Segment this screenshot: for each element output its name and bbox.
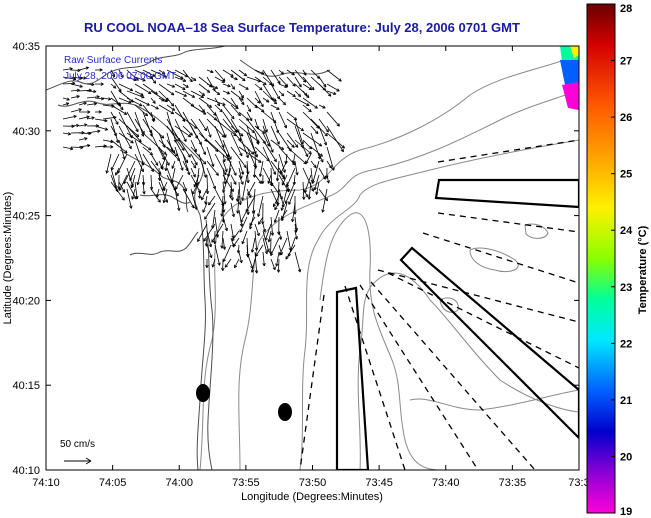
colorbar-tick-label: 25	[620, 169, 632, 181]
x-tick-label: 73:35	[499, 477, 527, 489]
study-polygons	[335, 178, 579, 470]
polygon-southeast	[399, 246, 579, 440]
colorbar-tick-label: 26	[620, 112, 632, 124]
y-tick-label: 40:35	[12, 41, 40, 53]
colorbar-ticks: 28 27 26 25 24 23 22 21 20 19	[611, 3, 633, 518]
x-tick-label: 73:3	[568, 477, 589, 489]
map-area	[46, 46, 579, 470]
y-axis-label: Latitude (Degrees:Minutes)	[2, 192, 14, 325]
x-tick-label: 73:55	[232, 477, 260, 489]
temperature-colorbar	[586, 3, 616, 514]
x-tick-label: 74:10	[32, 477, 60, 489]
transect-lines	[299, 139, 579, 470]
x-axis-tick-labels: 74:10 74:05 74:00 73:55 73:50 73:45 73:40 73:35…	[32, 477, 589, 489]
x-axis-ticks	[45, 46, 580, 470]
colorbar-tick-label: 21	[620, 395, 632, 407]
scale-arrow-icon	[64, 457, 92, 465]
sst-patch	[560, 46, 579, 110]
mooring-marker	[278, 403, 292, 421]
overlay-current-date: July 28, 2006 07:00 GMT	[64, 71, 176, 82]
polygon-south	[335, 286, 370, 470]
x-tick-label: 73:40	[432, 477, 460, 489]
x-tick-label: 74:05	[99, 477, 127, 489]
coastline	[46, 46, 331, 470]
y-tick-label: 40:20	[12, 295, 40, 307]
colorbar-label: Temperature (°C)	[637, 225, 649, 314]
surface-current-vectors	[62, 66, 345, 274]
map-title-bar: RU COOL NOAA–18 Sea Surface Temperature:…	[0, 20, 651, 36]
y-axis-tick-labels: 40:35 40:30 40:25 40:20 40:15 40:10	[12, 41, 40, 477]
x-axis-label: Longitude (Degrees:Minutes)	[241, 491, 383, 503]
bathymetry-contours	[199, 54, 579, 470]
x-tick-label: 74:00	[165, 477, 193, 489]
x-tick-label: 73:50	[299, 477, 327, 489]
colorbar-tick-label: 19	[620, 506, 632, 518]
overlay-current-label: Raw Surface Currents	[64, 55, 162, 66]
y-tick-label: 40:25	[12, 211, 40, 223]
y-tick-label: 40:15	[12, 380, 40, 392]
y-tick-label: 40:30	[12, 126, 40, 138]
scale-label: 50 cm/s	[60, 439, 95, 450]
colorbar-tick-label: 22	[620, 338, 632, 350]
y-tick-label: 40:10	[12, 465, 40, 477]
polygon-east	[434, 178, 579, 209]
map-title: RU COOL NOAA–18 Sea Surface Temperature:…	[84, 20, 520, 35]
colorbar-tick-label: 23	[620, 282, 632, 294]
colorbar-tick-label: 27	[620, 56, 632, 68]
mooring-marker	[196, 384, 210, 402]
colorbar-tick-label: 20	[620, 451, 632, 463]
x-tick-label: 73:45	[365, 477, 393, 489]
colorbar-tick-label: 24	[620, 225, 633, 237]
y-axis-ticks	[46, 45, 579, 471]
colorbar-tick-label: 28	[620, 3, 632, 15]
